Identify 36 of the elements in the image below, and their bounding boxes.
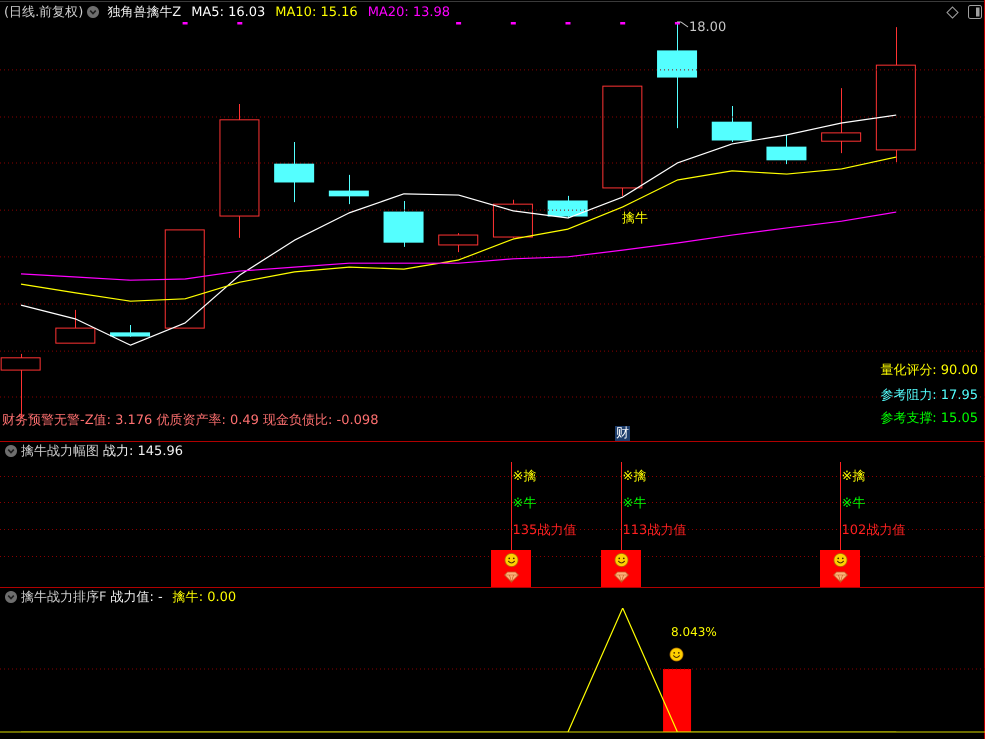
text: 135战力值 [512, 523, 576, 538]
annotation: 擒牛 [622, 211, 648, 226]
text: 擒牛战力幅图 [21, 443, 99, 460]
annotation: 量化评分: 90.00 [880, 363, 978, 378]
text: ※擒 [622, 469, 646, 484]
annotation: 参考支撑: 15.05 [880, 411, 978, 426]
text: ※牛 [622, 496, 646, 511]
candlestick [821, 88, 862, 154]
text: ※擒 [842, 469, 866, 484]
text: ※擒 [512, 469, 536, 484]
text: 财 [616, 426, 629, 441]
text: 战力: 145.96 [103, 443, 183, 460]
annotation: 18.00 [689, 20, 726, 35]
chart-subtitle: 独角兽擒牛Z [107, 4, 182, 21]
text: MA20: 13.98 [368, 4, 450, 20]
candlestick [164, 229, 205, 329]
chart-subtitle: 战力值: - [110, 589, 163, 606]
chart-title: 擒牛战力排序F [21, 589, 106, 606]
annotation: 参考阻力: 17.95 [880, 388, 978, 403]
candlestick [55, 309, 96, 344]
annotation: 财务预警无警-Z值: 3.176 优质资产率: 0.49 现金负债比: -0.098 [2, 413, 378, 428]
candlestick [328, 174, 369, 205]
text: 擒牛: 0.00 [172, 589, 236, 606]
candlestick [274, 141, 314, 203]
chart-title: (日线.前复权) [4, 4, 84, 21]
candlestick [219, 103, 260, 238]
text: MA5: 16.03 [191, 4, 266, 20]
text: 113战力值 [622, 523, 686, 538]
candlestick [384, 200, 424, 248]
text: ※牛 [512, 496, 536, 511]
text: 102战力值 [842, 523, 906, 538]
candlestick [876, 26, 916, 163]
text: ※牛 [842, 496, 866, 511]
annotation: 8.043% [671, 625, 717, 639]
candlestick [602, 86, 642, 196]
text: MA10: 15.16 [275, 4, 358, 20]
